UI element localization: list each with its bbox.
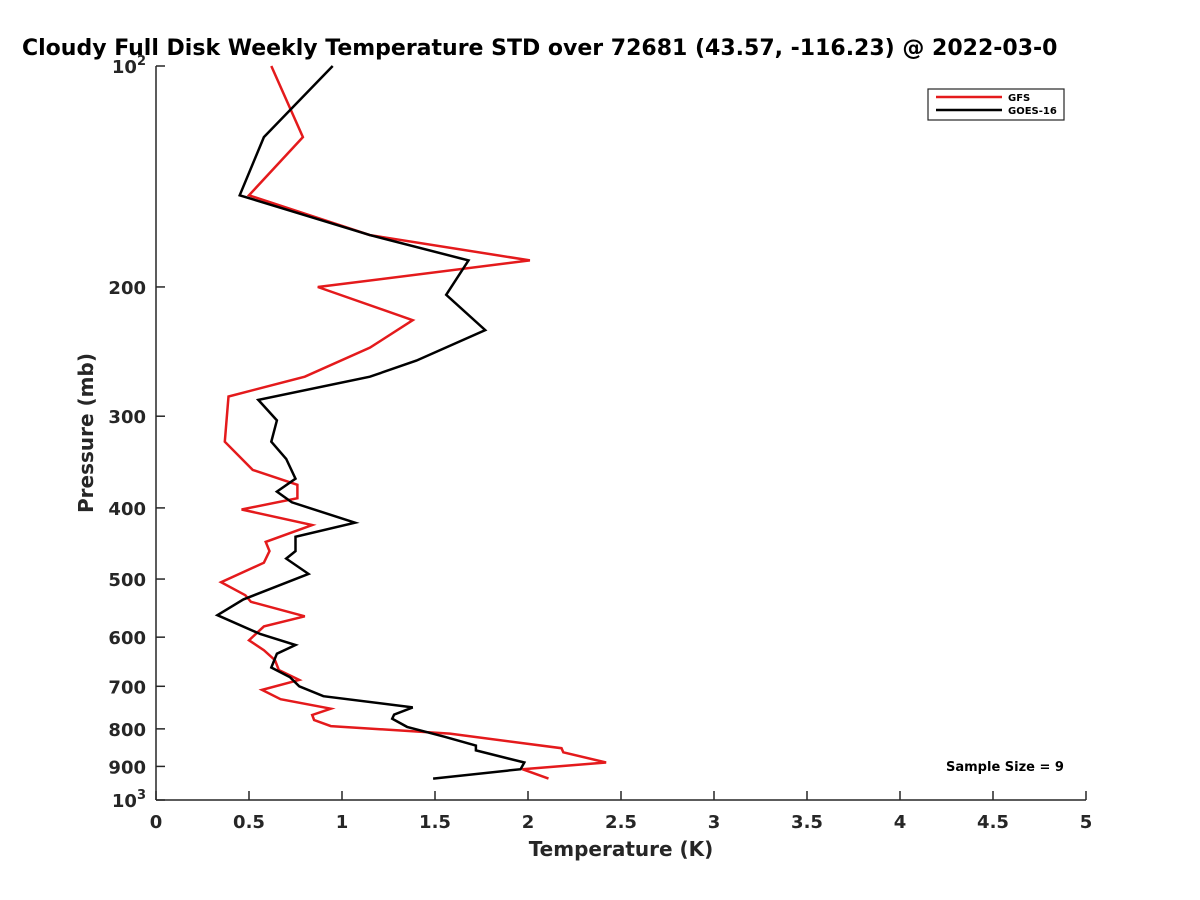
y-tick-label: 200 (108, 278, 146, 299)
x-axis-label: Temperature (K) (529, 837, 714, 861)
y-tick-label: 800 (108, 720, 146, 741)
x-tick-label: 0 (150, 812, 163, 833)
x-tick-label: 4 (894, 812, 907, 833)
x-tick-label: 1 (336, 812, 349, 833)
legend-label-goes-16: GOES-16 (1008, 106, 1057, 117)
legend-label-gfs: GFS (1008, 93, 1030, 104)
series-line-goes-16 (214, 65, 527, 780)
x-tick-label: 4.5 (977, 812, 1009, 833)
x-axis-ticks: 0 0.5 1 1.5 2 2.5 3 3.5 4 4.5 5 (150, 791, 1093, 833)
y-tick-label: 300 (108, 407, 146, 428)
x-tick-label: 5 (1080, 812, 1093, 833)
sample-size-annotation: Sample Size = 9 (946, 760, 1064, 775)
y-tick-label: 400 (108, 499, 146, 520)
x-tick-label: 3 (708, 812, 721, 833)
y-axis-label: Pressure (mb) (74, 353, 98, 513)
x-tick-label: 1.5 (419, 812, 451, 833)
series-line-gfs (218, 65, 607, 780)
y-tick-label: 500 (108, 570, 146, 591)
y-tick-label: 900 (108, 757, 146, 778)
y-axis-ticks: 102 200 300 400 500 600 700 800 900 103 (108, 54, 165, 812)
x-tick-label: 0.5 (233, 812, 265, 833)
x-tick-label: 3.5 (791, 812, 823, 833)
y-tick-label: 600 (108, 628, 146, 649)
y-tick-label: 102 (112, 54, 146, 78)
x-tick-label: 2 (522, 812, 535, 833)
legend-box (927, 88, 1065, 121)
legend: GFS GOES-16 (927, 88, 1065, 121)
series-layer (214, 65, 607, 780)
y-tick-label: 103 (112, 788, 146, 812)
y-tick-label: 700 (108, 677, 146, 698)
plot-axes (155, 66, 1086, 801)
x-tick-label: 2.5 (605, 812, 637, 833)
chart-title: Cloudy Full Disk Weekly Temperature STD … (22, 36, 1057, 61)
